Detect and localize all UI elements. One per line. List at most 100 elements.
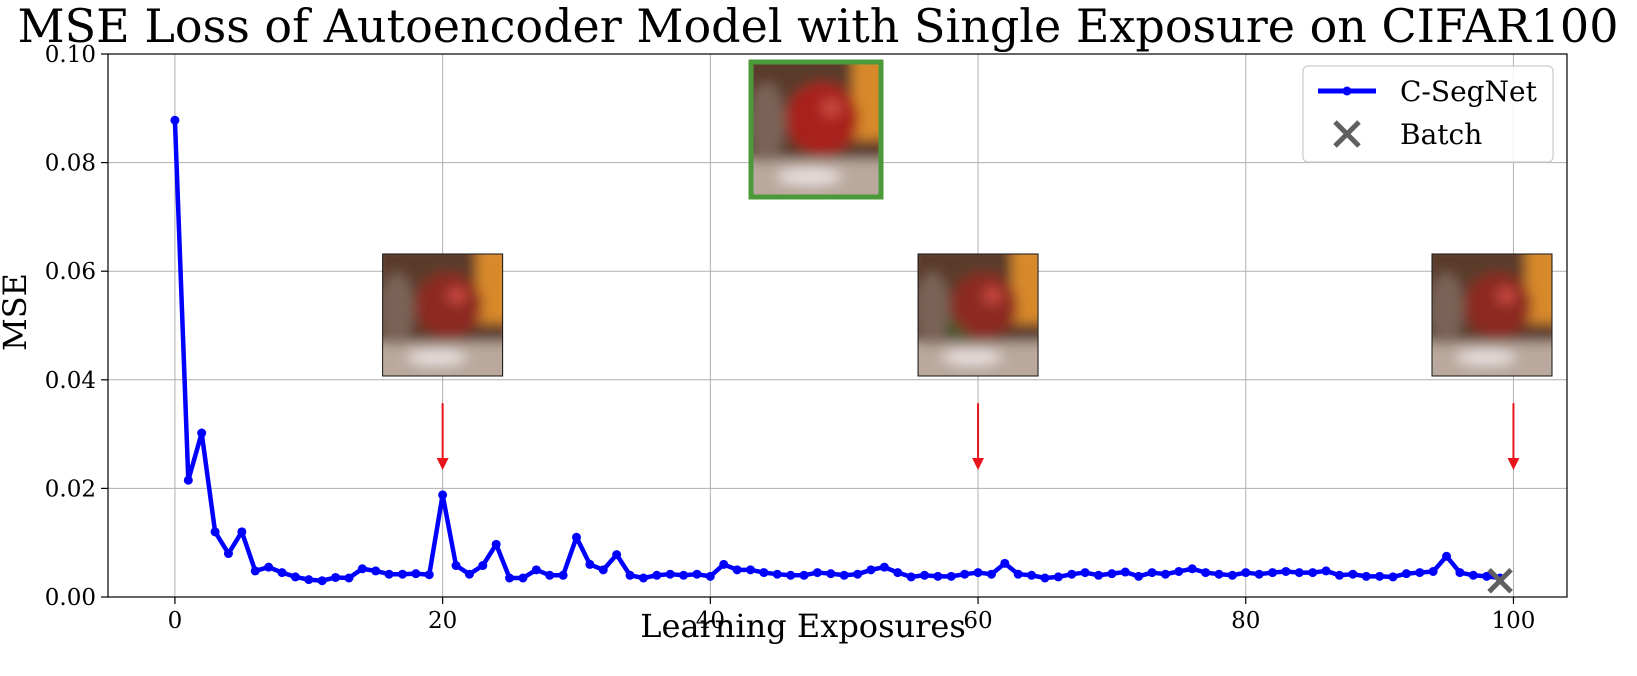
point-c-segnet — [799, 570, 809, 580]
point-c-segnet — [960, 569, 970, 579]
point-c-segnet — [250, 566, 260, 576]
point-c-segnet — [705, 571, 715, 581]
point-c-segnet — [1254, 569, 1264, 579]
x-axis-label: Learning Exposures — [640, 607, 966, 645]
point-c-segnet — [853, 569, 863, 579]
point-c-segnet — [545, 570, 555, 580]
x-tick-label: 0 — [168, 608, 183, 634]
point-c-segnet — [277, 568, 287, 578]
point-c-segnet — [719, 559, 729, 569]
point-c-segnet — [1067, 569, 1077, 579]
point-c-segnet — [1401, 569, 1411, 579]
point-c-segnet — [638, 573, 648, 583]
point-c-segnet — [625, 570, 635, 580]
point-c-segnet — [1455, 568, 1465, 578]
point-c-segnet — [1027, 570, 1037, 580]
point-c-segnet — [652, 570, 662, 580]
point-c-segnet — [906, 572, 916, 582]
x-tick-label: 20 — [428, 608, 457, 634]
x-tick-label: 40 — [696, 608, 725, 634]
y-tick-label: 0.00 — [45, 585, 96, 611]
y-tick-label: 0.10 — [45, 42, 96, 68]
point-c-segnet — [759, 568, 769, 578]
point-c-segnet — [210, 527, 220, 537]
point-c-segnet — [1361, 571, 1371, 581]
point-c-segnet — [1187, 564, 1197, 574]
point-c-segnet — [451, 561, 461, 571]
point-c-segnet — [1000, 558, 1010, 568]
point-c-segnet — [411, 569, 421, 579]
point-c-segnet — [692, 569, 702, 579]
point-c-segnet — [826, 569, 836, 579]
point-c-segnet — [1241, 568, 1251, 578]
thumbnail-border — [917, 253, 1039, 377]
point-c-segnet — [558, 570, 568, 580]
point-c-segnet — [1147, 568, 1157, 578]
point-c-segnet — [424, 570, 434, 580]
point-c-segnet — [371, 566, 381, 576]
point-c-segnet — [505, 573, 515, 583]
point-c-segnet — [745, 565, 755, 575]
point-c-segnet — [491, 539, 501, 549]
arrow-annotations — [436, 403, 1520, 470]
point-c-segnet — [1428, 566, 1438, 576]
point-c-segnet — [317, 576, 327, 586]
point-c-segnet — [237, 527, 247, 537]
point-c-segnet — [1107, 569, 1117, 579]
point-c-segnet — [866, 565, 876, 575]
point-c-segnet — [438, 490, 448, 500]
reconstruction-thumbnail-exposure-20 — [382, 254, 503, 376]
point-c-segnet — [223, 549, 233, 559]
point-c-segnet — [1214, 569, 1224, 579]
point-c-segnet — [531, 565, 541, 575]
point-c-segnet — [1094, 570, 1104, 580]
point-c-segnet — [839, 570, 849, 580]
axis-ticks: 0 20 40 60 80 100 0.00 0.02 0.04 0.06 0.08 0.10 — [45, 42, 1536, 634]
point-c-segnet — [1281, 566, 1291, 576]
point-c-segnet — [1442, 551, 1452, 561]
y-tick-label: 0.04 — [45, 368, 96, 394]
point-c-segnet — [1334, 570, 1344, 580]
point-c-segnet — [598, 565, 608, 575]
point-c-segnet — [1120, 567, 1130, 577]
point-c-segnet — [331, 572, 341, 582]
legend-label-c-segnet: C-SegNet — [1400, 75, 1538, 108]
point-c-segnet — [1415, 568, 1425, 578]
point-c-segnet — [1201, 568, 1211, 578]
point-c-segnet — [1134, 571, 1144, 581]
point-c-segnet — [304, 575, 314, 585]
thumbnail-annotations — [382, 59, 1553, 377]
point-c-segnet — [344, 573, 354, 583]
y-tick-label: 0.02 — [45, 476, 96, 502]
point-c-segnet — [1013, 569, 1023, 579]
chart-title: MSE Loss of Autoencoder Model with Singl… — [18, 0, 1619, 53]
point-c-segnet — [1321, 566, 1331, 576]
point-c-segnet — [571, 532, 581, 542]
thumbnail-border — [1431, 253, 1553, 377]
series-line-c-segnet — [172, 120, 1501, 583]
point-c-segnet — [1053, 572, 1063, 582]
reconstruction-thumbnail-exposure-100 — [1432, 254, 1552, 376]
series-layer — [170, 115, 1513, 594]
point-c-segnet — [1160, 569, 1170, 579]
point-c-segnet — [1080, 568, 1090, 578]
point-c-segnet — [585, 559, 595, 569]
y-axis-label: MSE — [0, 273, 34, 351]
x-tick-label: 100 — [1492, 608, 1536, 634]
point-c-segnet — [879, 562, 889, 572]
point-c-segnet — [893, 568, 903, 578]
point-c-segnet — [1227, 570, 1237, 580]
original-image-highlight-border — [748, 59, 884, 200]
point-c-segnet — [1040, 573, 1050, 583]
point-c-segnet — [478, 561, 488, 571]
point-c-segnet — [1468, 570, 1478, 580]
point-c-segnet — [732, 565, 742, 575]
point-c-segnet — [464, 569, 474, 579]
original-image-thumbnail — [751, 62, 881, 197]
point-c-segnet — [772, 569, 782, 579]
y-tick-label: 0.08 — [45, 151, 96, 177]
point-c-segnet — [290, 572, 300, 582]
x-tick-label: 80 — [1231, 608, 1260, 634]
point-c-segnet — [679, 570, 689, 580]
